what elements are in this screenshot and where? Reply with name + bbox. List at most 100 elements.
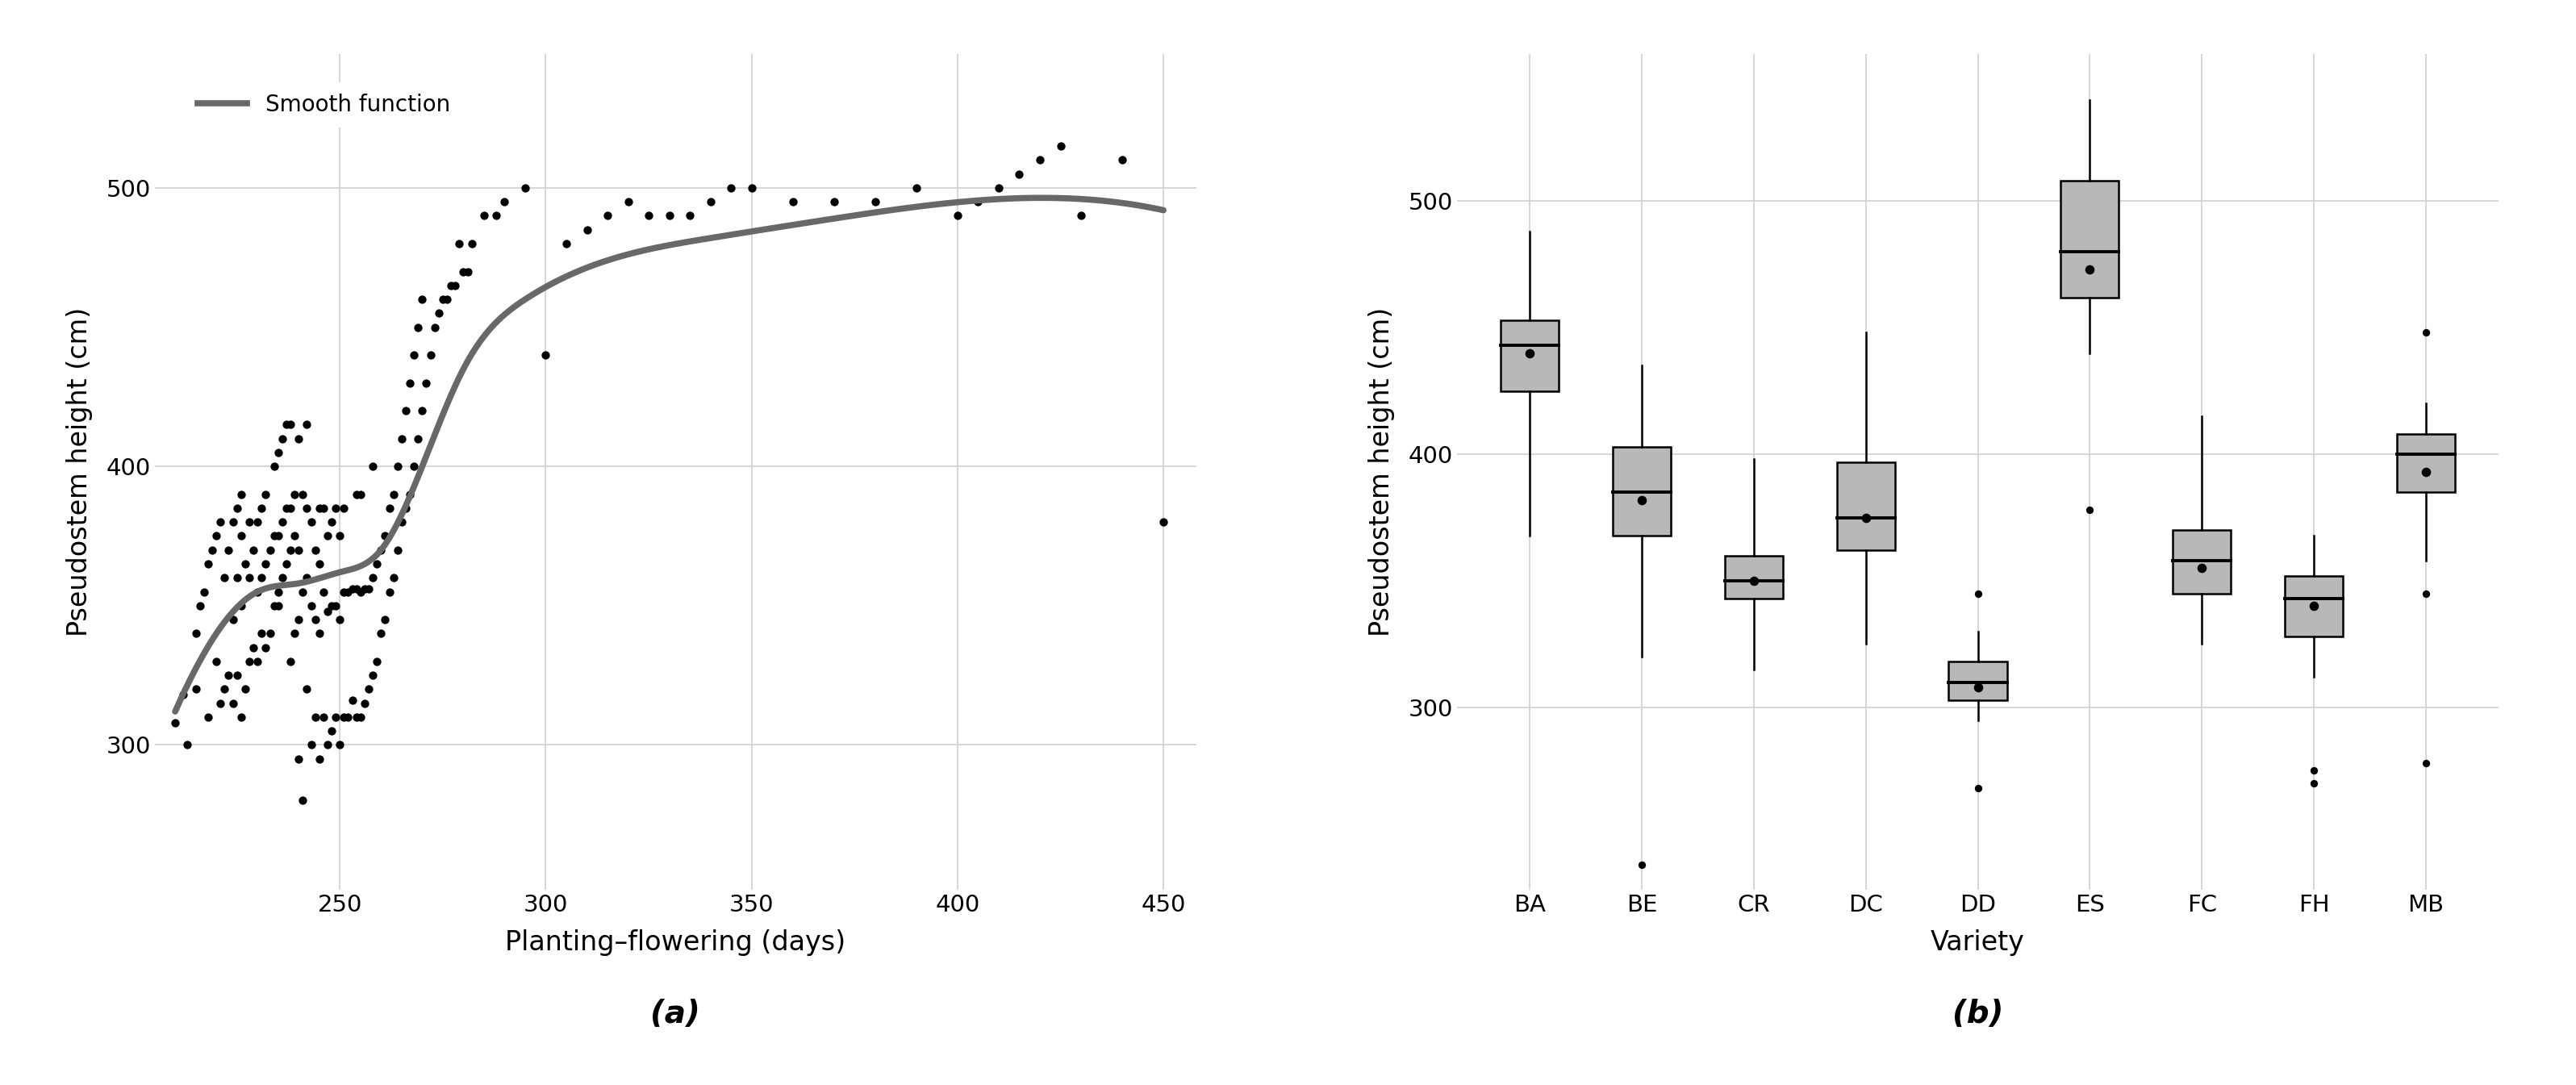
Point bbox=[1958, 585, 1999, 602]
Point bbox=[167, 737, 209, 754]
Point bbox=[307, 527, 348, 545]
Point bbox=[366, 527, 407, 545]
Point bbox=[250, 541, 291, 559]
Point bbox=[304, 583, 345, 600]
Point bbox=[1061, 207, 1103, 225]
Point bbox=[294, 709, 335, 726]
Point bbox=[278, 541, 319, 559]
Point bbox=[304, 709, 345, 726]
Point bbox=[438, 235, 479, 253]
Point bbox=[211, 611, 252, 628]
Point bbox=[629, 207, 670, 225]
Point bbox=[335, 709, 376, 726]
Point bbox=[374, 486, 415, 503]
Point bbox=[353, 458, 394, 475]
Point bbox=[711, 179, 752, 196]
Point bbox=[355, 653, 397, 671]
Point bbox=[345, 694, 386, 712]
Point bbox=[222, 597, 263, 614]
Point bbox=[258, 444, 299, 461]
Point bbox=[232, 541, 273, 559]
X-axis label: Planting–flowering (days): Planting–flowering (days) bbox=[505, 930, 845, 956]
Point bbox=[938, 207, 979, 225]
Point bbox=[407, 374, 448, 392]
Point bbox=[649, 207, 690, 225]
Bar bbox=[2396, 434, 2455, 493]
Point bbox=[263, 570, 304, 587]
Point bbox=[294, 611, 335, 628]
Bar bbox=[2061, 181, 2120, 297]
Point bbox=[224, 556, 265, 573]
Point bbox=[252, 527, 294, 545]
Y-axis label: Pseudostem height (cm): Pseudostem height (cm) bbox=[1368, 307, 1394, 637]
Point bbox=[188, 556, 229, 573]
Point bbox=[263, 430, 304, 447]
Point bbox=[270, 653, 312, 671]
Point bbox=[361, 541, 402, 559]
Point bbox=[335, 580, 376, 598]
Point bbox=[335, 486, 376, 503]
Point bbox=[155, 714, 196, 731]
Point bbox=[546, 235, 587, 253]
Point bbox=[273, 486, 314, 503]
Point bbox=[242, 625, 283, 642]
Point bbox=[2406, 324, 2447, 342]
Point bbox=[258, 527, 299, 545]
Point bbox=[2293, 762, 2334, 779]
Point bbox=[242, 499, 283, 516]
Point bbox=[245, 486, 286, 503]
Point bbox=[1620, 856, 1662, 873]
Point bbox=[327, 709, 368, 726]
Point bbox=[1041, 138, 1082, 155]
Point bbox=[273, 625, 314, 642]
Point bbox=[361, 625, 402, 642]
Point bbox=[348, 680, 389, 698]
Point bbox=[258, 597, 299, 614]
Point bbox=[245, 556, 286, 573]
Point bbox=[237, 513, 278, 531]
Bar bbox=[1723, 556, 1783, 599]
Point bbox=[389, 374, 430, 392]
Point bbox=[355, 556, 397, 573]
Point bbox=[1144, 513, 1185, 531]
Point bbox=[216, 499, 258, 516]
Point bbox=[526, 346, 567, 363]
Point bbox=[690, 193, 732, 210]
Point bbox=[201, 513, 242, 531]
Point bbox=[175, 625, 216, 642]
Point bbox=[376, 541, 417, 559]
Point bbox=[286, 416, 327, 433]
Point bbox=[2182, 560, 2223, 577]
Point bbox=[451, 235, 492, 253]
Point bbox=[394, 458, 435, 475]
Text: (b): (b) bbox=[1953, 998, 2004, 1029]
Point bbox=[443, 263, 484, 280]
Point bbox=[211, 513, 252, 531]
Bar bbox=[1837, 462, 1896, 550]
Point bbox=[312, 513, 353, 531]
Point bbox=[183, 583, 224, 600]
Point bbox=[415, 319, 456, 336]
Y-axis label: Pseudostem height (cm): Pseudostem height (cm) bbox=[67, 307, 93, 637]
Point bbox=[477, 207, 518, 225]
Point bbox=[325, 709, 366, 726]
Point bbox=[314, 499, 355, 516]
Point bbox=[1734, 572, 1775, 589]
Point bbox=[773, 193, 814, 210]
Point bbox=[291, 597, 332, 614]
Point bbox=[327, 583, 368, 600]
Point bbox=[265, 556, 307, 573]
Point bbox=[162, 686, 204, 703]
Point bbox=[191, 541, 232, 559]
Text: (a): (a) bbox=[652, 998, 701, 1029]
Point bbox=[312, 723, 353, 740]
Point bbox=[263, 513, 304, 531]
Point bbox=[196, 653, 237, 671]
Point bbox=[587, 207, 629, 225]
Point bbox=[2406, 585, 2447, 602]
Point bbox=[417, 305, 459, 322]
Point bbox=[1103, 152, 1144, 169]
Point bbox=[273, 527, 314, 545]
X-axis label: Variety: Variety bbox=[1929, 930, 2025, 956]
Point bbox=[201, 694, 242, 712]
